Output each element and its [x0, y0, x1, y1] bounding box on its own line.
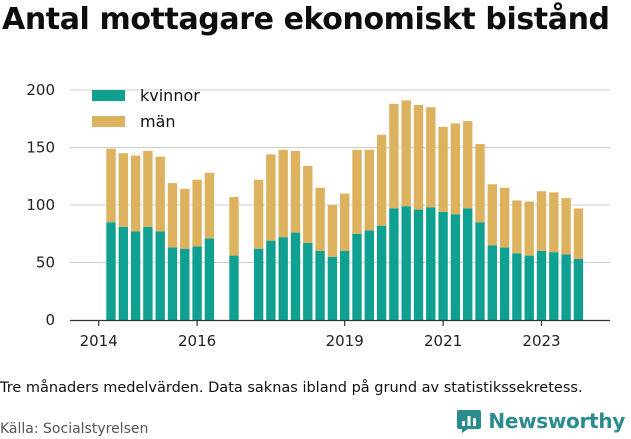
bar-kvinnor — [290, 232, 301, 320]
bar-man — [327, 205, 338, 257]
x-tick-label: 2019 — [326, 332, 364, 350]
bar-kvinnor — [450, 214, 461, 320]
bar-kvinnor — [327, 256, 338, 320]
bar-man — [180, 188, 190, 249]
bar-man — [364, 149, 374, 231]
bar-kvinnor — [475, 222, 485, 320]
bar-man — [253, 179, 264, 249]
bar-kvinnor — [524, 255, 534, 320]
bar-man — [487, 184, 497, 246]
y-tick-label: 50 — [36, 254, 55, 272]
bar-man — [413, 104, 424, 210]
bar-man — [499, 187, 510, 248]
bar-man — [549, 192, 559, 253]
bar-kvinnor — [376, 225, 387, 320]
x-axis: 2014 2016 2019 2021 2023 — [70, 319, 610, 350]
legend-label: män — [140, 112, 176, 131]
bar-kvinnor — [253, 248, 264, 320]
bar-kvinnor — [315, 251, 325, 320]
x-tick-label: 2014 — [80, 332, 118, 350]
x-tick-label: 2016 — [178, 332, 216, 350]
bar-kvinnor — [180, 248, 190, 320]
bar-man — [167, 183, 178, 248]
bar-kvinnor — [549, 252, 559, 320]
bar-kvinnor — [167, 247, 178, 320]
bar-kvinnor — [389, 208, 399, 320]
bar-man — [192, 179, 202, 247]
bar-man — [340, 193, 350, 251]
bar-kvinnor — [130, 231, 141, 320]
bar-kvinnor — [561, 254, 571, 320]
bar-man — [536, 191, 547, 251]
bar-man — [450, 123, 461, 215]
bar-man — [204, 172, 215, 239]
y-tick-label: 200 — [26, 81, 55, 99]
bar-kvinnor — [352, 233, 362, 320]
bar-kvinnor — [438, 211, 448, 320]
source-label: Källa: Socialstyrelsen — [0, 421, 149, 437]
bar-man — [438, 126, 448, 212]
bar-kvinnor — [499, 247, 510, 320]
y-tick-label: 150 — [26, 139, 55, 157]
bar-kvinnor — [118, 226, 128, 320]
bar-kvinnor — [512, 253, 522, 320]
bar-man — [155, 156, 165, 232]
bar-man — [290, 150, 301, 233]
bar-kvinnor — [278, 237, 288, 320]
bars — [106, 100, 584, 320]
x-tick-label: 2023 — [522, 332, 560, 350]
bar-kvinnor — [364, 230, 374, 320]
bar-chart: 0 50 100 150 200 2014 2016 2019 2021 2023 kvinno… — [26, 81, 610, 350]
bar-kvinnor — [266, 240, 276, 320]
chart-title: Antal mottagare ekonomiskt bistånd — [2, 2, 610, 37]
bar-kvinnor — [413, 209, 424, 320]
bar-man — [389, 103, 399, 209]
bar-man — [376, 134, 387, 226]
bar-man — [278, 149, 288, 238]
bar-kvinnor — [573, 259, 584, 320]
bar-man — [315, 187, 325, 251]
bar-kvinnor — [463, 208, 473, 320]
bar-man — [512, 200, 522, 254]
bar-kvinnor — [487, 245, 497, 320]
bar-man — [524, 201, 534, 256]
bar-kvinnor — [229, 255, 239, 320]
bar-kvinnor — [303, 242, 313, 320]
bar-man — [106, 148, 116, 223]
newsworthy-logo-icon — [457, 410, 482, 433]
bar-man — [130, 155, 141, 232]
bar-kvinnor — [536, 251, 547, 320]
bar-man — [573, 208, 584, 260]
bar-man — [561, 198, 571, 255]
brand-logo: Newsworthy — [456, 408, 625, 434]
legend-swatch — [92, 116, 125, 127]
x-tick-label: 2021 — [424, 332, 462, 350]
bar-man — [352, 149, 362, 234]
legend-swatch — [92, 90, 125, 101]
bar-kvinnor — [192, 246, 202, 320]
bar-man — [266, 154, 276, 241]
bar-kvinnor — [204, 238, 215, 320]
bar-man — [118, 153, 128, 227]
bar-man — [303, 165, 313, 243]
y-tick-label: 100 — [26, 196, 55, 214]
bar-man — [143, 150, 153, 227]
bar-man — [401, 100, 411, 207]
bar-kvinnor — [106, 222, 116, 320]
bar-kvinnor — [426, 207, 436, 320]
bar-man — [463, 121, 473, 209]
bar-man — [475, 144, 485, 223]
brand-name: Newsworthy — [488, 409, 625, 433]
legend: kvinnor män — [92, 86, 200, 131]
bar-kvinnor — [143, 226, 153, 320]
bar-kvinnor — [155, 231, 165, 320]
y-tick-label: 0 — [45, 311, 55, 329]
bar-man — [229, 196, 239, 256]
bar-kvinnor — [401, 206, 411, 320]
y-axis-tick-labels: 0 50 100 150 200 — [26, 81, 55, 329]
bar-kvinnor — [340, 251, 350, 320]
chart-note: Tre månaders medelvärden. Data saknas ib… — [0, 380, 583, 396]
legend-label: kvinnor — [140, 86, 200, 105]
bar-man — [426, 107, 436, 208]
